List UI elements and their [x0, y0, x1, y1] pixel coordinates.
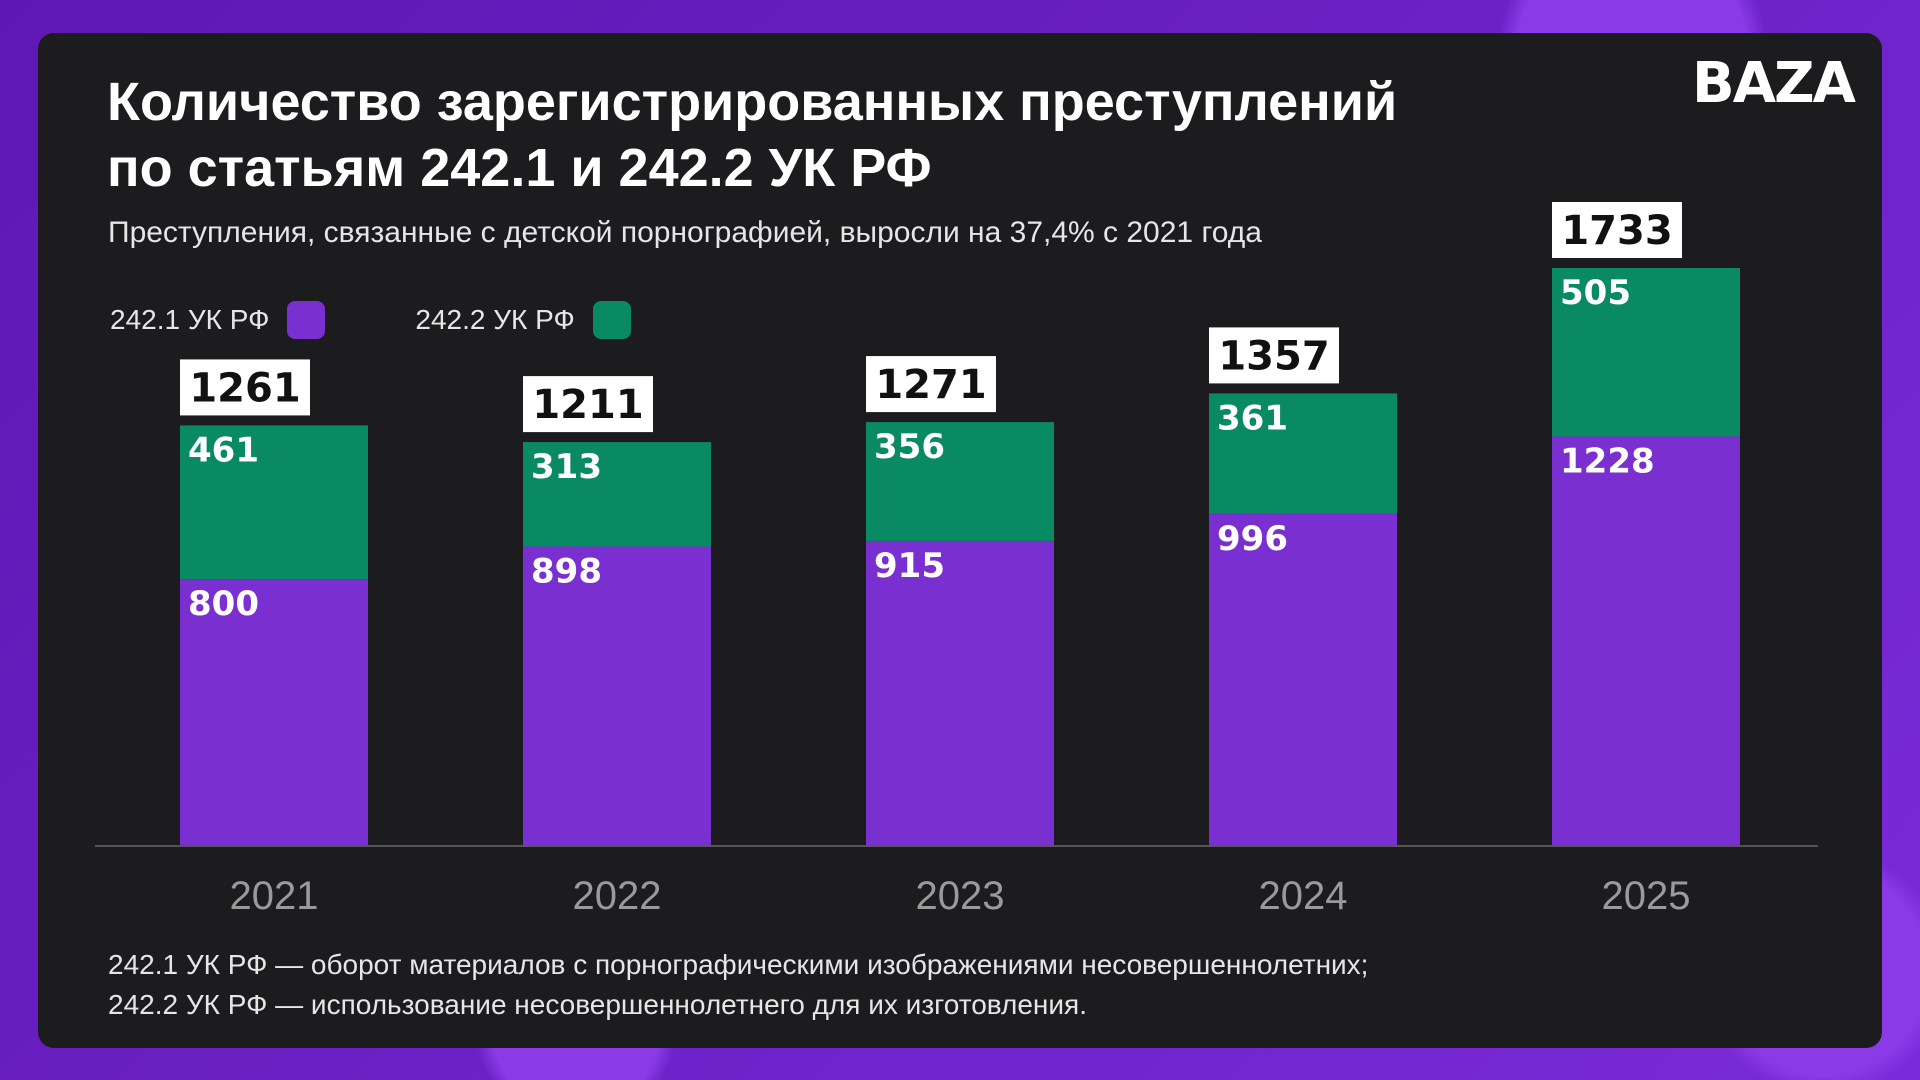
- bar-2022-series-1: [523, 546, 711, 846]
- bar-2025-series-1: [1552, 436, 1740, 846]
- total-box-2024: [1209, 327, 1339, 384]
- legend: 242.1 УК РФ 242.2 УК РФ: [110, 301, 631, 339]
- title-line-2: по статьям 242.1 и 242.2 УК РФ: [107, 138, 932, 198]
- bar-2023-series-1: [866, 540, 1054, 846]
- chart-subtitle: Преступления, связанные с детской порног…: [108, 216, 1262, 249]
- data-label-2024-series-2: 361: [1217, 398, 1288, 438]
- title-line-1: Количество зарегистрированных преступлен…: [107, 72, 1398, 132]
- x-tick-label-2023: 2023: [916, 874, 1005, 918]
- bar-2021-series-2: [180, 425, 368, 580]
- chart-title: Количество зарегистрированных преступлен…: [107, 69, 1607, 201]
- total-box-2025: [1552, 202, 1682, 258]
- x-tick-label-2021: 2021: [230, 874, 319, 918]
- data-label-2022-series-2: 313: [531, 447, 602, 487]
- bar-2024-series-2: [1209, 393, 1397, 514]
- bar-2021-series-1: [180, 579, 368, 846]
- baza-logo: BAZA: [1692, 51, 1856, 116]
- footnote-242-2: 242.2 УК РФ — использование несовершенно…: [108, 989, 1087, 1020]
- data-label-2023-series-2: 356: [874, 427, 945, 467]
- legend-swatch-purple: [287, 301, 326, 339]
- x-tick-label-2025: 2025: [1602, 874, 1691, 918]
- data-label-2024-series-1: 996: [1217, 519, 1288, 559]
- total-label-2023: 1271: [875, 362, 986, 408]
- chart-card: Количество зарегистрированных преступлен…: [38, 33, 1882, 1048]
- total-box-2023: [866, 356, 996, 413]
- data-label-2023-series-1: 915: [874, 546, 945, 586]
- legend-item-242-2: 242.2 УК РФ: [415, 301, 631, 339]
- stacked-bar-chart: 800 461 1261 2021 898 313 1211 2022 915 356 1271 20…: [95, 202, 1818, 918]
- legend-label-242-1: 242.1 УК РФ: [110, 304, 270, 335]
- data-label-2021-series-1: 800: [188, 584, 259, 624]
- total-label-2025: 1733: [1561, 208, 1672, 254]
- total-label-2024: 1357: [1218, 333, 1329, 379]
- total-box-2022: [523, 376, 653, 433]
- data-label-2021-series-2: 461: [188, 430, 259, 470]
- total-box-2021: [180, 359, 310, 416]
- data-label-2025-series-1: 1228: [1560, 441, 1655, 481]
- footnotes: 242.1 УК РФ — оборот материалов с порног…: [108, 945, 1368, 1025]
- data-label-2025-series-2: 505: [1560, 273, 1631, 313]
- total-label-2022: 1211: [532, 382, 643, 428]
- data-label-2022-series-1: 898: [531, 551, 602, 591]
- bar-2024-series-1: [1209, 513, 1397, 846]
- legend-swatch-green: [592, 301, 631, 339]
- bar-2023-series-2: [866, 422, 1054, 541]
- total-label-2021: 1261: [189, 365, 300, 411]
- footnote-242-1: 242.1 УК РФ — оборот материалов с порног…: [108, 949, 1369, 980]
- legend-item-242-1: 242.1 УК РФ: [110, 301, 326, 339]
- x-tick-label-2024: 2024: [1259, 874, 1348, 918]
- bar-2025-series-2: [1552, 268, 1740, 437]
- x-tick-label-2022: 2022: [573, 874, 662, 918]
- bar-2022-series-2: [523, 442, 711, 547]
- legend-label-242-2: 242.2 УК РФ: [415, 304, 575, 335]
